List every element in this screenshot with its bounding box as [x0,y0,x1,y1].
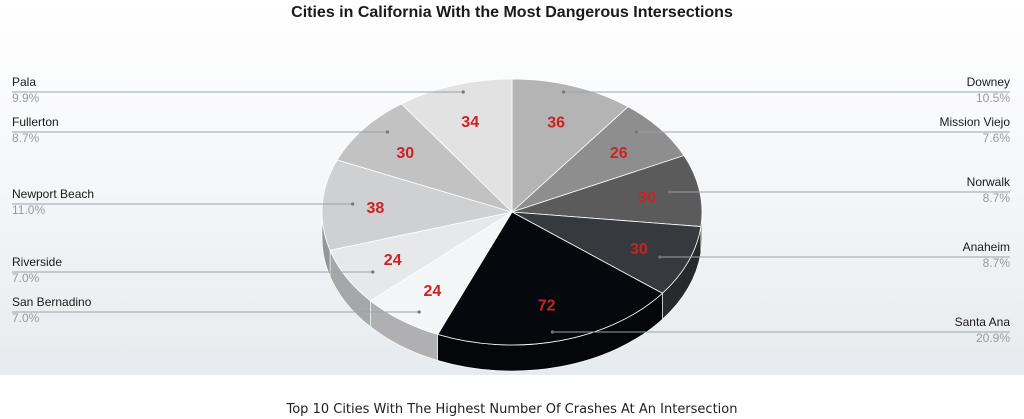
leader-dot [371,270,375,274]
label-layer: 36 Downey 10.5% 26 Mission Viejo 7.6% 30 Norwal… [12,75,1011,345]
slice-value-label: 24 [424,283,442,300]
leader-dot [461,90,465,94]
slice-value-label: 30 [638,189,656,206]
pie-top-layer [321,78,703,346]
pie-slice-santa-ana [437,211,664,346]
category-label: Pala [12,75,36,89]
slice-value-label: 72 [538,298,556,315]
slice-value-label: 30 [630,241,648,258]
slice-value-label: 30 [396,145,414,162]
category-label: Newport Beach [12,187,94,201]
leader-dot [385,130,390,134]
chart-caption: Top 10 Cities With The Highest Number Of… [286,402,738,417]
category-label: Santa Ana [955,315,1011,329]
percent-label: 7.0% [12,311,40,325]
category-label: Fullerton [12,115,59,129]
percent-label: 7.0% [12,271,40,285]
percent-label: 8.7% [983,191,1011,205]
pie-slice-anaheim [511,211,702,294]
slice-value-label: 26 [610,145,628,162]
leader-dot [561,90,566,94]
category-label: San Bernadino [12,295,92,309]
percent-label: 20.9% [976,331,1010,345]
percent-label: 9.9% [12,91,40,105]
percent-label: 8.7% [12,131,40,145]
percent-label: 8.7% [983,256,1011,270]
chart-panel: Cities in California With the Most Dange… [0,0,1024,375]
category-label: Riverside [12,255,62,269]
pie-slice-norwalk [511,155,703,227]
pie-chart: 36 Downey 10.5% 26 Mission Viejo 7.6% 30 Norwal… [12,75,1011,372]
leader-dot [658,255,662,259]
leader-dot [351,202,355,206]
slice-value-label: 36 [547,114,565,131]
pie-slice-pala [400,78,513,213]
category-label: Norwalk [967,175,1011,189]
leader-dot [634,130,639,134]
chart-title: Cities in California With the Most Dange… [291,4,733,21]
pie-slice-newport-beach [321,159,513,251]
leader-dot [550,330,554,334]
category-label: Downey [967,75,1010,89]
percent-label: 11.0% [12,203,45,217]
percent-label: 10.5% [976,91,1010,105]
leader-line-layer [12,90,1010,334]
percent-label: 7.6% [983,131,1011,145]
leader-dot [417,310,421,314]
pie-slice-fullerton [336,103,513,213]
pie-slice-downey [511,78,629,213]
slice-value-label: 24 [384,252,402,269]
category-label: Mission Viejo [940,115,1011,129]
leader-dot [667,190,672,194]
slice-value-label: 34 [461,114,479,131]
slice-value-label: 38 [367,200,385,217]
category-label: Anaheim [963,240,1010,254]
